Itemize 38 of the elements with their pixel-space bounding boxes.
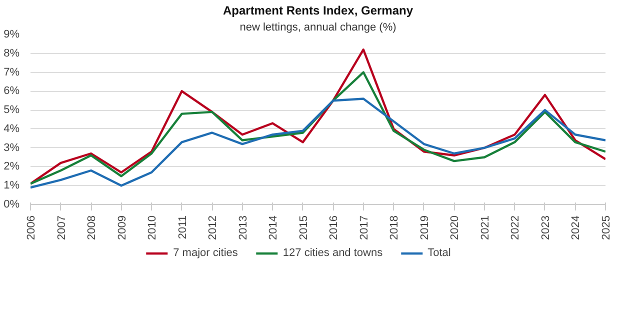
y-tick-label: 1% <box>4 180 20 192</box>
x-tick-label: 2025 <box>600 215 612 240</box>
legend-label: 127 cities and towns <box>282 247 383 259</box>
x-tick-label: 2006 <box>26 215 38 240</box>
y-tick-label: 0% <box>4 198 20 210</box>
line-series <box>30 48 606 185</box>
x-tick-label: 2018 <box>388 215 401 240</box>
x-tick-label: 2010 <box>146 215 159 240</box>
y-tick-label: 2% <box>4 160 20 173</box>
x-tick-label: 2017 <box>358 215 370 240</box>
x-tick-label: 2013 <box>237 215 250 240</box>
y-tick-label: 6% <box>4 85 20 98</box>
x-tick-label: 2008 <box>86 215 98 240</box>
legend-label: Total <box>428 247 451 259</box>
x-tick-label: 2009 <box>116 215 128 240</box>
y-tick-label: 7% <box>4 66 20 78</box>
x-tick-label: 2020 <box>449 215 462 240</box>
x-tick-label: 2012 <box>207 215 220 240</box>
x-tick-label: 2016 <box>328 215 340 240</box>
y-tick-label: 5% <box>4 104 20 116</box>
y-tick-label: 3% <box>4 142 20 154</box>
chart-subtitle: new lettings, annual change (%) <box>240 22 396 34</box>
line-series <box>30 71 606 185</box>
x-tick-label: 2015 <box>298 215 310 240</box>
x-tick-label: 2014 <box>268 215 280 240</box>
x-tick-label: 2022 <box>510 215 522 240</box>
x-tick-label: 2007 <box>56 215 68 240</box>
y-tick-label: 8% <box>4 47 20 60</box>
y-tick-label: 9% <box>4 28 20 40</box>
x-tick-label: 2023 <box>540 215 552 240</box>
x-tick-label: 2019 <box>418 215 431 240</box>
legend-label: 7 major cities <box>173 247 238 259</box>
x-tick-label: 2024 <box>570 215 582 240</box>
x-tick-label: 2011 <box>176 216 189 240</box>
chart-title: Apartment Rents Index, Germany <box>222 4 414 18</box>
x-tick-label: 2021 <box>479 215 492 240</box>
y-tick-label: 4% <box>4 122 20 135</box>
line-series <box>30 98 606 189</box>
